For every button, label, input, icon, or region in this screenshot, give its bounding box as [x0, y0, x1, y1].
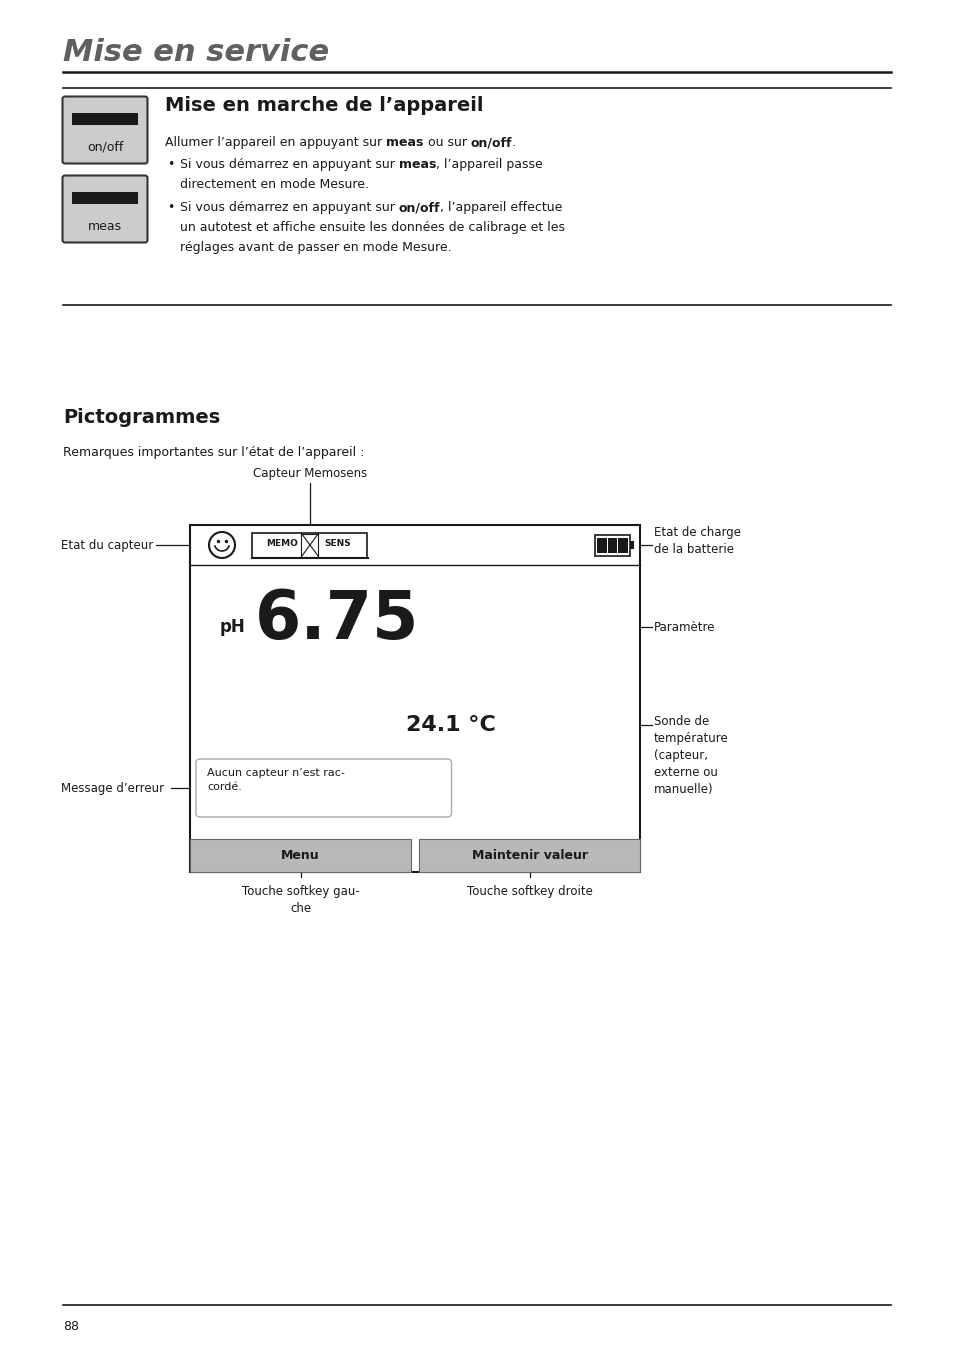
Text: 24.1 °C: 24.1 °C	[406, 716, 496, 734]
Bar	[629, 541, 634, 549]
Bar	[190, 525, 639, 872]
Text: pH: pH	[219, 617, 245, 636]
Text: , l’appareil passe: , l’appareil passe	[436, 157, 542, 171]
Text: Touche softkey gau-
che: Touche softkey gau- che	[241, 885, 359, 915]
Text: MEMO: MEMO	[266, 539, 297, 549]
Bar	[253, 533, 367, 557]
Text: meas: meas	[386, 136, 423, 149]
Text: meas: meas	[398, 157, 436, 171]
Text: meas: meas	[88, 221, 122, 233]
Text: Allumer l’appareil en appuyant sur: Allumer l’appareil en appuyant sur	[165, 136, 386, 149]
Text: réglages avant de passer en mode Mesure.: réglages avant de passer en mode Mesure.	[180, 241, 451, 254]
Bar	[72, 191, 137, 204]
Text: Mise en marche de l’appareil: Mise en marche de l’appareil	[165, 95, 483, 116]
Text: •: •	[167, 157, 174, 171]
Bar	[595, 534, 629, 555]
FancyBboxPatch shape	[63, 175, 148, 242]
Bar	[597, 538, 606, 553]
Bar	[190, 839, 411, 872]
Text: Capteur Memosens: Capteur Memosens	[253, 467, 367, 480]
Text: Si vous démarrez en appuyant sur: Si vous démarrez en appuyant sur	[180, 200, 398, 214]
Text: •: •	[167, 200, 174, 214]
Text: Etat du capteur: Etat du capteur	[61, 538, 153, 551]
Text: Etat de charge
de la batterie: Etat de charge de la batterie	[654, 526, 740, 555]
Text: un autotest et affiche ensuite les données de calibrage et les: un autotest et affiche ensuite les donné…	[180, 221, 564, 234]
Text: Menu: Menu	[281, 849, 319, 862]
Text: Remarques importantes sur l’état de l’appareil :: Remarques importantes sur l’état de l’ap…	[63, 447, 364, 459]
FancyBboxPatch shape	[63, 97, 148, 164]
Text: on/off: on/off	[470, 136, 512, 149]
Text: Maintenir valeur: Maintenir valeur	[471, 849, 587, 862]
Text: Message d’erreur: Message d’erreur	[61, 781, 164, 795]
Text: on/off: on/off	[87, 141, 123, 153]
Text: , l’appareil effectue: , l’appareil effectue	[440, 200, 562, 214]
Bar	[72, 113, 137, 125]
FancyBboxPatch shape	[195, 759, 451, 816]
Text: ou sur: ou sur	[423, 136, 470, 149]
Bar	[418, 839, 639, 872]
Text: directement en mode Mesure.: directement en mode Mesure.	[180, 178, 369, 191]
Text: Touche softkey droite: Touche softkey droite	[466, 885, 592, 898]
Text: SENS: SENS	[324, 539, 351, 549]
Bar	[618, 538, 627, 553]
Text: Si vous démarrez en appuyant sur: Si vous démarrez en appuyant sur	[180, 157, 398, 171]
Text: .: .	[512, 136, 516, 149]
Text: Aucun capteur n’est rac-
cordé.: Aucun capteur n’est rac- cordé.	[207, 768, 345, 792]
Text: Paramètre: Paramètre	[654, 620, 715, 633]
Text: 6.75: 6.75	[254, 586, 419, 654]
Bar	[607, 538, 617, 553]
Text: Mise en service: Mise en service	[63, 38, 329, 67]
Text: on/off: on/off	[398, 200, 440, 214]
Text: 88: 88	[63, 1319, 79, 1333]
Text: Pictogrammes: Pictogrammes	[63, 408, 220, 426]
Text: Sonde de
température
(capteur,
externe ou
manuelle): Sonde de température (capteur, externe o…	[654, 714, 728, 795]
